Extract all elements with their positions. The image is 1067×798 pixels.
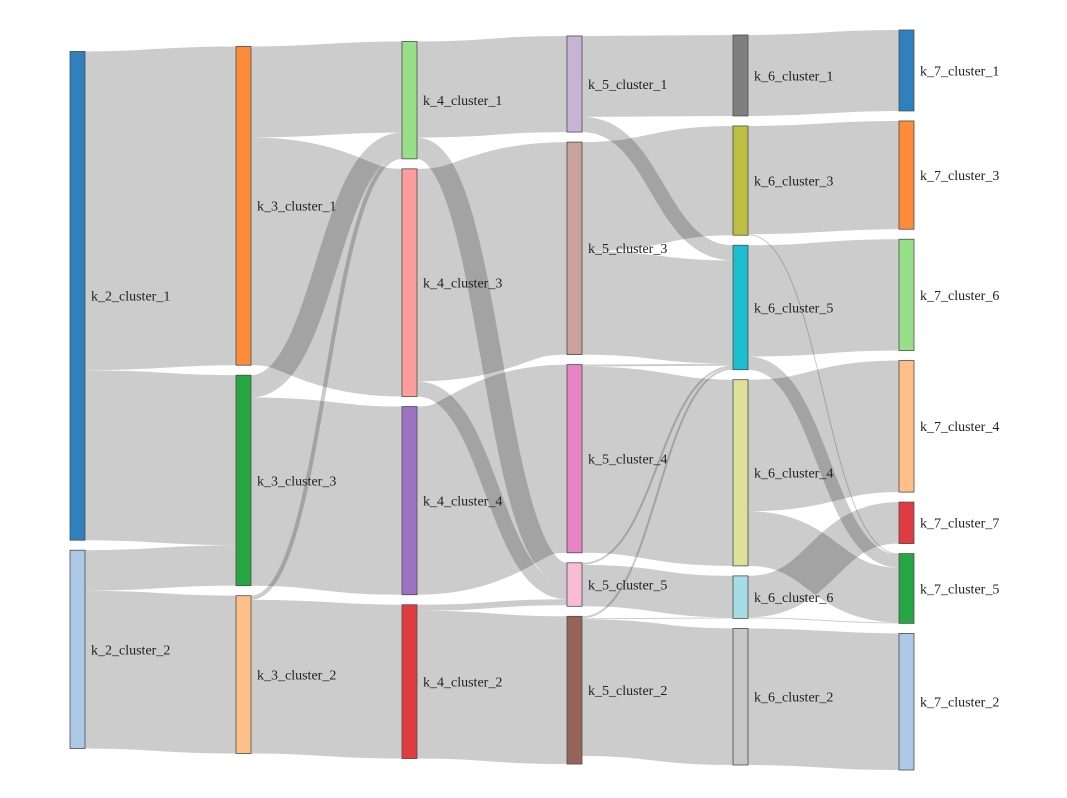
label-k_6_cluster_6: k_6_cluster_6 <box>754 591 833 606</box>
link-k_5_cluster_1-to-k_6_cluster_1 <box>581 35 734 117</box>
link-k_5_cluster_3-to-k_6_cluster_3 <box>581 125 734 252</box>
label-k_7_cluster_7: k_7_cluster_7 <box>920 517 999 532</box>
link-k_6_cluster_5-to-k_7_cluster_6 <box>747 239 900 357</box>
link-k_6_cluster_4-to-k_7_cluster_5 <box>746 511 901 623</box>
link-k_2_cluster_2-to-k_3_cluster_3 <box>84 545 237 591</box>
link-k_5_cluster_2-to-k_6_cluster_5 <box>581 367 734 619</box>
node-k_7_cluster_4 <box>898 360 915 493</box>
link-k_3_cluster_1-to-k_4_cluster_1 <box>250 41 403 138</box>
label-k_7_cluster_4: k_7_cluster_4 <box>920 420 999 435</box>
label-k_7_cluster_6: k_7_cluster_6 <box>920 289 999 304</box>
label-k_3_cluster_3: k_3_cluster_3 <box>257 474 336 489</box>
label-k_6_cluster_2: k_6_cluster_2 <box>754 691 833 706</box>
link-k_4_cluster_1-to-k_5_cluster_5 <box>414 137 570 585</box>
node-k_6_cluster_5 <box>732 244 749 371</box>
node-k_5_cluster_1 <box>566 35 583 133</box>
links-layer <box>84 30 901 770</box>
link-k_4_cluster_1-to-k_5_cluster_1 <box>416 35 568 138</box>
label-k_6_cluster_3: k_6_cluster_3 <box>754 174 833 189</box>
label-k_3_cluster_1: k_3_cluster_1 <box>257 200 336 215</box>
link-k_6_cluster_3-to-k_7_cluster_3 <box>747 120 900 235</box>
link-k_4_cluster_4-to-k_5_cluster_4 <box>413 364 571 595</box>
node-k_3_cluster_1 <box>235 46 252 366</box>
link-k_6_cluster_5-to-k_7_cluster_5 <box>747 356 900 568</box>
node-k_6_cluster_1 <box>732 34 749 117</box>
node-k_5_cluster_3 <box>566 141 583 355</box>
link-k_6_cluster_3-to-k_7_cluster_5 <box>747 234 900 555</box>
link-k_4_cluster_3-to-k_5_cluster_5 <box>416 381 568 600</box>
link-k_2_cluster_1-to-k_3_cluster_3 <box>84 370 237 546</box>
node-k_5_cluster_2 <box>566 615 583 765</box>
link-k_4_cluster_2-to-k_5_cluster_5 <box>416 599 568 611</box>
link-k_2_cluster_1-to-k_3_cluster_1 <box>84 46 237 371</box>
link-k_6_cluster_4-to-k_7_cluster_4 <box>746 360 901 512</box>
link-k_4_cluster_2-to-k_5_cluster_2 <box>416 610 568 765</box>
label-k_5_cluster_5: k_5_cluster_5 <box>588 578 667 593</box>
label-k_5_cluster_1: k_5_cluster_1 <box>588 78 667 93</box>
link-k_3_cluster_2-to-k_4_cluster_2 <box>250 599 403 759</box>
link-k_6_cluster_2-to-k_7_cluster_2 <box>747 628 900 770</box>
node-k_3_cluster_2 <box>235 595 252 754</box>
label-k_5_cluster_4: k_5_cluster_4 <box>588 453 667 468</box>
label-k_4_cluster_4: k_4_cluster_4 <box>423 495 502 510</box>
node-k_4_cluster_3 <box>401 168 418 397</box>
label-k_6_cluster_5: k_6_cluster_5 <box>754 301 833 316</box>
link-k_3_cluster_1-to-k_4_cluster_3 <box>247 137 406 397</box>
link-k_6_cluster_6-to-k_7_cluster_7 <box>746 502 901 618</box>
node-k_4_cluster_1 <box>401 41 418 160</box>
node-k_4_cluster_4 <box>401 406 418 596</box>
node-k_5_cluster_4 <box>566 364 583 554</box>
link-k_5_cluster_5-to-k_6_cluster_5 <box>581 365 734 565</box>
label-k_2_cluster_2: k_2_cluster_2 <box>91 643 170 658</box>
node-k_3_cluster_3 <box>235 374 252 587</box>
node-k_6_cluster_3 <box>732 125 749 236</box>
label-k_5_cluster_2: k_5_cluster_2 <box>588 684 667 699</box>
label-k_3_cluster_2: k_3_cluster_2 <box>257 669 336 684</box>
link-k_5_cluster_4-to-k_6_cluster_5 <box>581 363 734 367</box>
link-k_5_cluster_3-to-k_6_cluster_5 <box>581 251 734 364</box>
link-k_3_cluster_2-to-k_4_cluster_1 <box>250 154 403 600</box>
node-k_2_cluster_1 <box>69 51 86 541</box>
link-k_3_cluster_3-to-k_4_cluster_1 <box>249 132 404 398</box>
link-k_6_cluster_1-to-k_7_cluster_1 <box>747 30 900 116</box>
link-k_5_cluster_5-to-k_6_cluster_6 <box>581 564 734 618</box>
node-k_7_cluster_6 <box>898 238 915 351</box>
node-k_6_cluster_6 <box>732 575 749 619</box>
label-k_7_cluster_3: k_7_cluster_3 <box>920 169 999 184</box>
label-k_4_cluster_2: k_4_cluster_2 <box>423 676 502 691</box>
node-k_6_cluster_2 <box>732 627 749 766</box>
nodes-layer <box>69 29 915 771</box>
node-k_5_cluster_5 <box>566 562 583 607</box>
label-k_4_cluster_1: k_4_cluster_1 <box>423 94 502 109</box>
node-k_7_cluster_3 <box>898 120 915 230</box>
labels-layer: k_2_cluster_1k_2_cluster_2k_3_cluster_1k… <box>91 64 999 710</box>
link-k_5_cluster_2-to-k_6_cluster_6 <box>581 617 734 620</box>
node-k_7_cluster_2 <box>898 632 915 771</box>
link-k_2_cluster_2-to-k_3_cluster_2 <box>84 590 237 754</box>
label-k_6_cluster_1: k_6_cluster_1 <box>754 69 833 84</box>
label-k_5_cluster_3: k_5_cluster_3 <box>588 242 667 257</box>
link-k_6_cluster_6-to-k_7_cluster_5 <box>747 617 900 624</box>
label-k_7_cluster_1: k_7_cluster_1 <box>920 64 999 79</box>
node-k_4_cluster_2 <box>401 604 418 759</box>
link-k_5_cluster_4-to-k_6_cluster_4 <box>580 366 735 566</box>
link-k_5_cluster_1-to-k_6_cluster_5 <box>581 116 734 261</box>
node-k_2_cluster_2 <box>69 549 86 749</box>
node-k_7_cluster_1 <box>898 29 915 112</box>
label-k_7_cluster_5: k_7_cluster_5 <box>920 582 999 597</box>
label-k_4_cluster_3: k_4_cluster_3 <box>423 277 502 292</box>
link-k_4_cluster_3-to-k_5_cluster_3 <box>414 142 570 382</box>
label-k_7_cluster_2: k_7_cluster_2 <box>920 696 999 711</box>
node-k_7_cluster_5 <box>898 553 915 624</box>
link-k_3_cluster_3-to-k_4_cluster_4 <box>250 397 403 595</box>
label-k_2_cluster_1: k_2_cluster_1 <box>91 290 170 305</box>
label-k_6_cluster_4: k_6_cluster_4 <box>754 467 833 482</box>
node-k_7_cluster_7 <box>898 501 915 544</box>
link-k_5_cluster_2-to-k_6_cluster_2 <box>581 619 734 765</box>
node-k_6_cluster_4 <box>732 379 749 567</box>
